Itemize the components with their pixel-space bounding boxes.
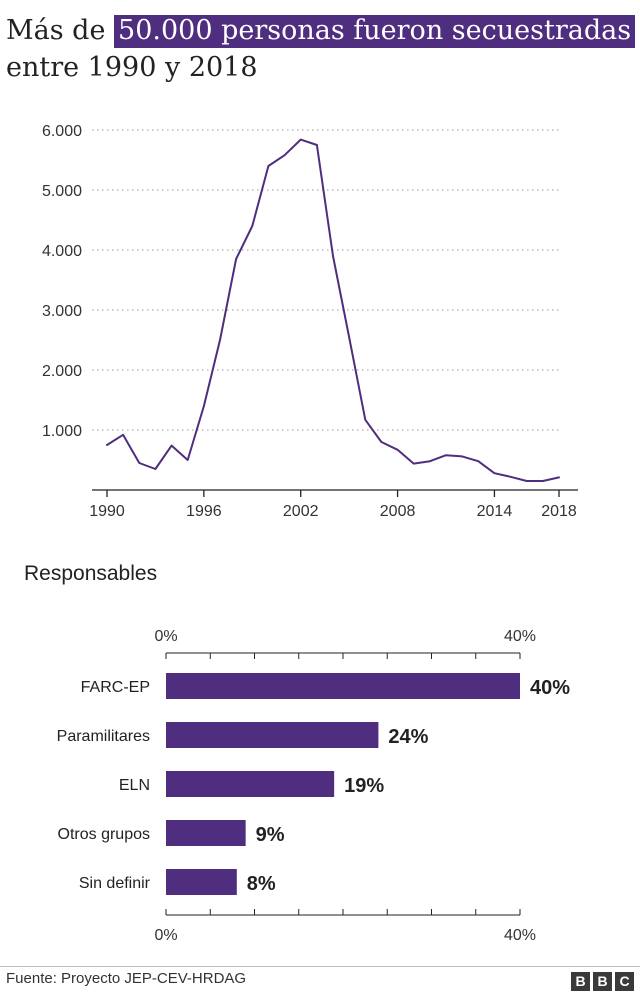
- bar-value-label: 24%: [388, 726, 428, 748]
- bar-value-label: 40%: [530, 677, 570, 699]
- responsables-title: Responsables: [24, 562, 158, 585]
- title-highlight: 50.000 personas fueron secuestradas: [114, 15, 636, 48]
- title-prefix: Más de: [6, 15, 115, 46]
- bar-category-label: Paramilitares: [57, 728, 150, 745]
- line-chart: 1.000 2.000 3.000 4.000 5.000 6.000 1990 1996 20…: [42, 123, 578, 520]
- x-tick-label: 2008: [380, 503, 416, 520]
- bar-value-label: 19%: [344, 775, 384, 797]
- axis-label-max-bottom: 40%: [504, 927, 536, 944]
- bar: [166, 722, 379, 748]
- bar: [166, 673, 520, 699]
- y-tick-label: 4.000: [42, 243, 82, 260]
- y-tick-label: 1.000: [42, 423, 82, 440]
- y-tick-label: 2.000: [42, 363, 82, 380]
- title-suffix: entre 1990 y 2018: [6, 52, 258, 83]
- y-tick-label: 6.000: [42, 123, 82, 140]
- x-tick-label: 2018: [541, 503, 577, 520]
- bar-category-label: Sin definir: [79, 875, 151, 892]
- axis-label-min-bottom: 0%: [154, 927, 177, 944]
- bbc-logo-letter-3: C: [615, 972, 634, 991]
- x-tick-label: 1996: [186, 503, 222, 520]
- bar-category-label: ELN: [119, 777, 150, 794]
- bbc-logo-letter-1: B: [571, 972, 590, 991]
- x-tick-label: 2002: [283, 503, 319, 520]
- series-line: [106, 138, 560, 482]
- axis-label-min-top: 0%: [154, 628, 177, 645]
- bbc-logo-letter-2: B: [593, 972, 612, 991]
- y-tick-label: 5.000: [42, 183, 82, 200]
- bbc-logo: B B C: [571, 972, 634, 991]
- bar: [166, 820, 246, 846]
- bar-category-label: FARC-EP: [81, 679, 150, 696]
- y-tick-label: 3.000: [42, 303, 82, 320]
- axis-label-max-top: 40%: [504, 628, 536, 645]
- bar-chart: 0% 40% 0% 40% FARC-EP 40% Paramilitares 24% ELN 1…: [57, 628, 571, 944]
- x-tick-label: 1990: [89, 503, 125, 520]
- chart-title: Más de 50.000 personas fueron secuestrad…: [6, 12, 636, 86]
- footer-divider: [0, 966, 640, 967]
- bar: [166, 771, 335, 797]
- bar: [166, 869, 237, 895]
- bar-value-label: 9%: [256, 824, 285, 846]
- bar-value-label: 8%: [247, 873, 276, 895]
- bar-category-label: Otros grupos: [58, 826, 150, 843]
- source-note: Fuente: Proyecto JEP-CEV-HRDAG: [6, 970, 247, 987]
- x-tick-label: 2014: [477, 503, 513, 520]
